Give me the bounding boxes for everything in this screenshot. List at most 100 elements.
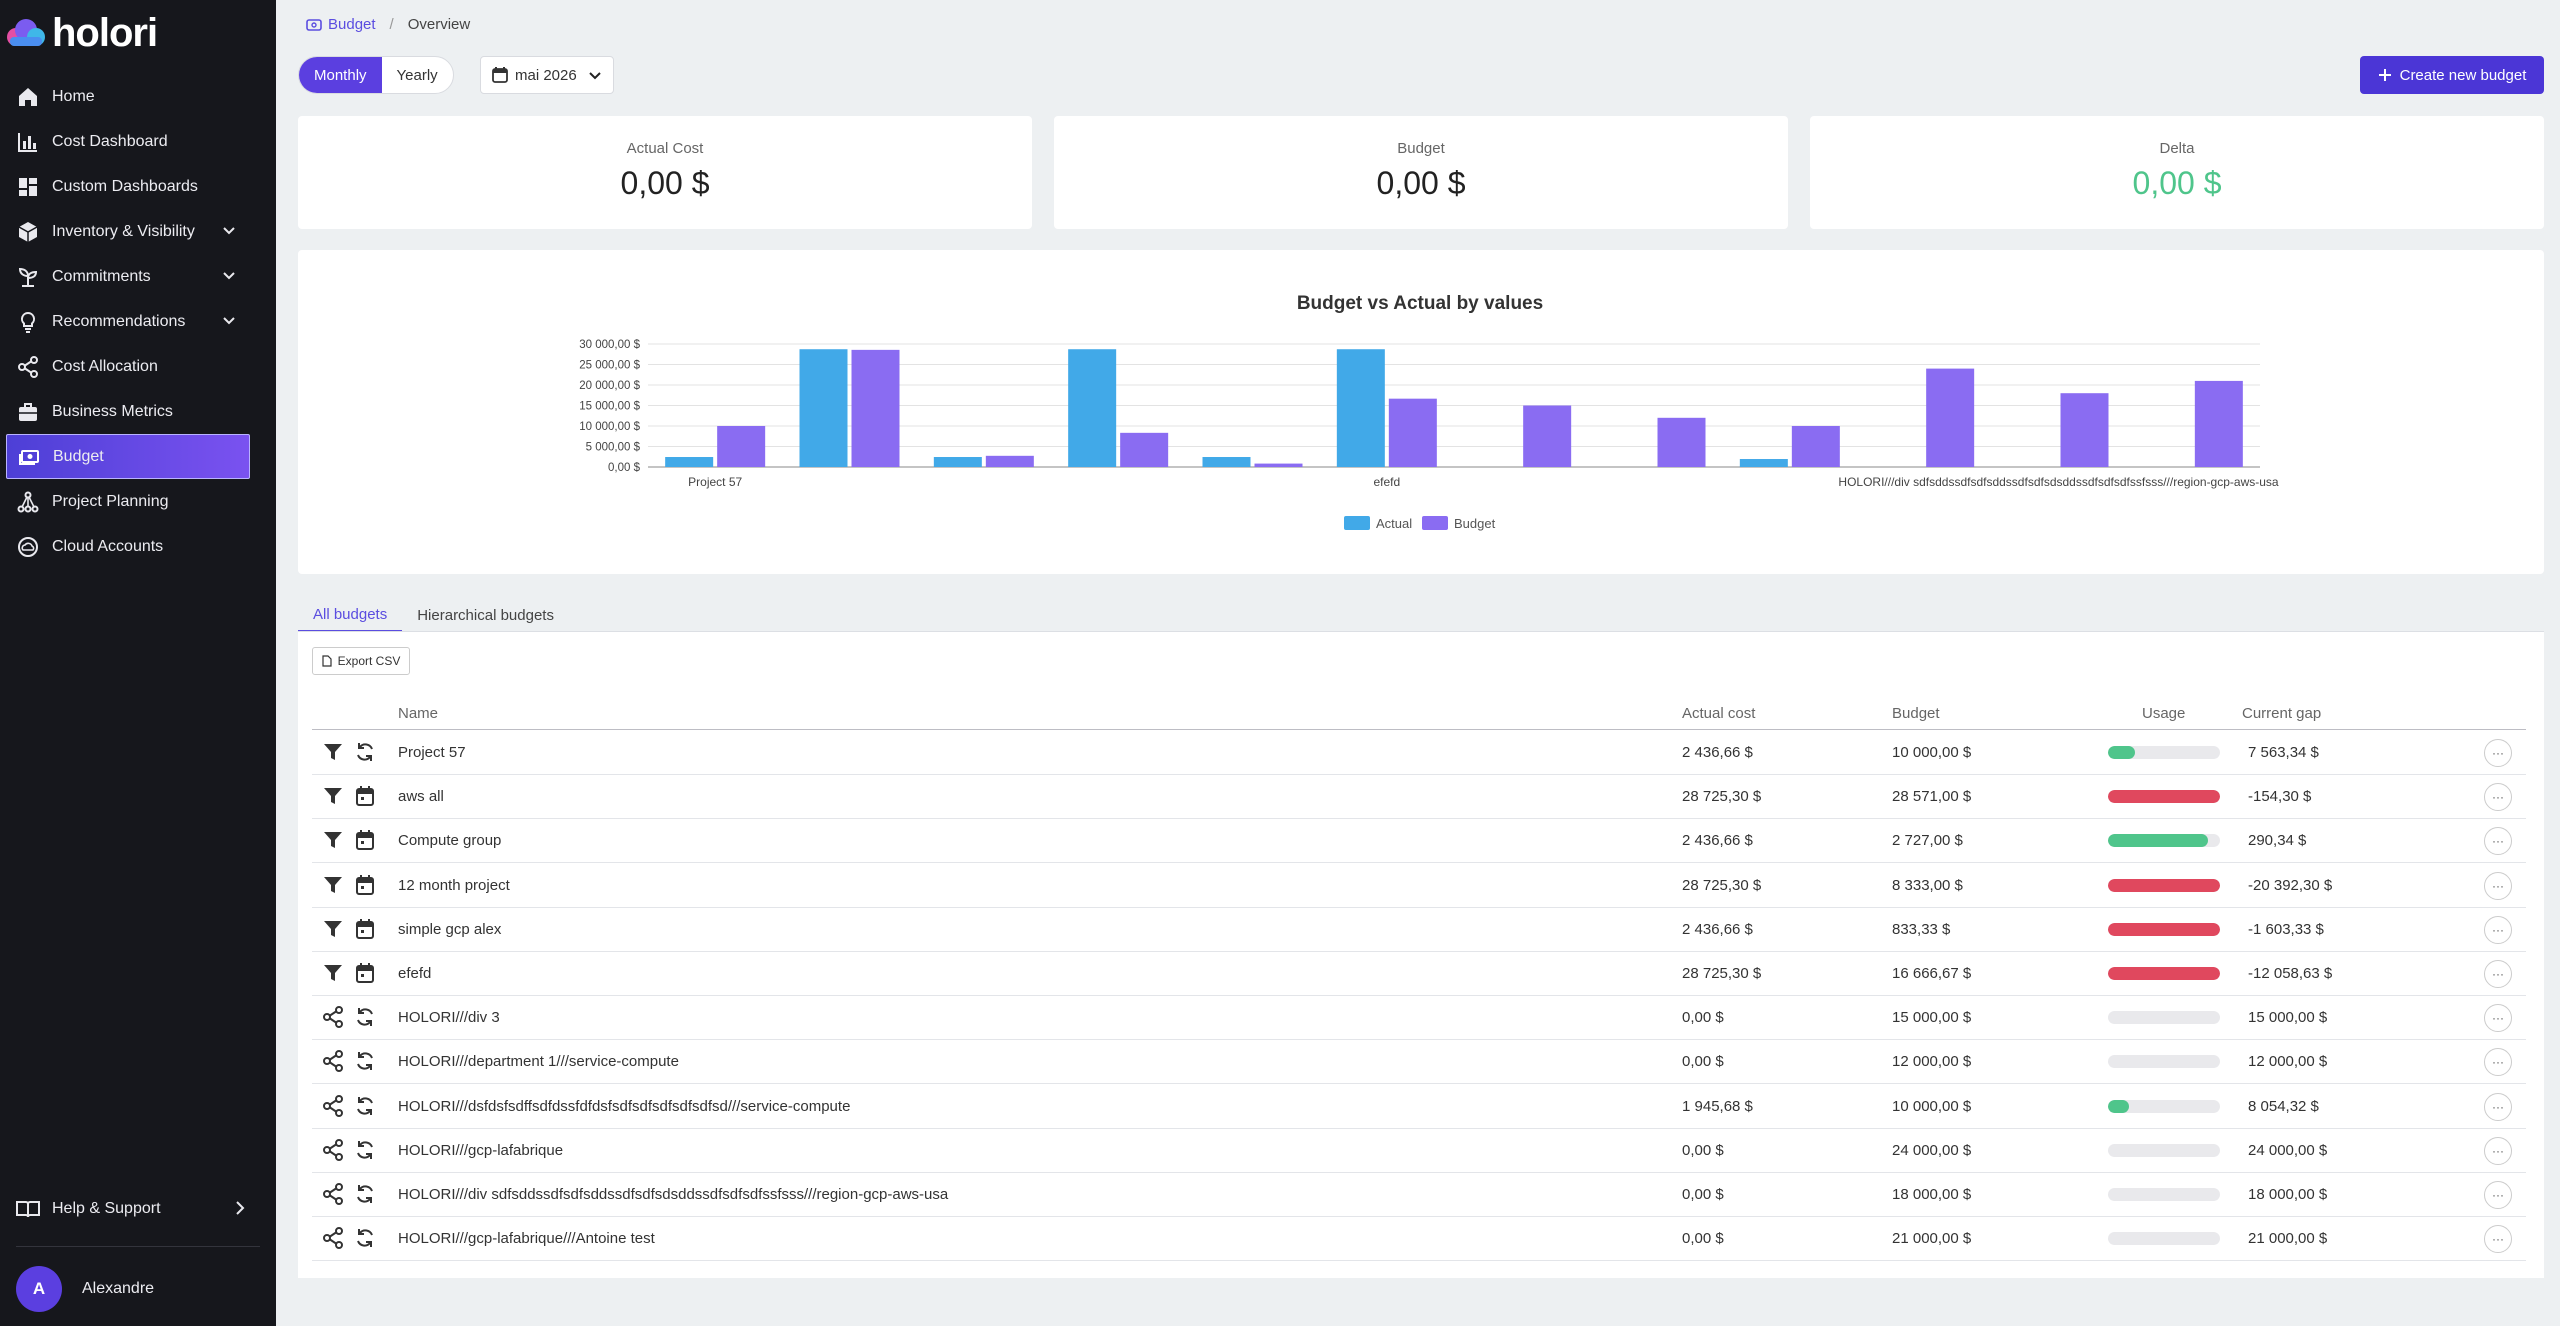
usage-bar-fill: [2108, 746, 2135, 759]
bar-budget: [1926, 368, 1975, 467]
sidebar-item-commitments[interactable]: Commitments: [6, 254, 250, 299]
sidebar-item-label: Business Metrics: [52, 402, 173, 420]
budget-value: 0,00 $: [1376, 165, 1466, 201]
x-tick-label: efefd: [1373, 475, 1400, 489]
row-more-button[interactable]: ···: [2484, 871, 2512, 900]
refresh-icon[interactable]: [354, 1006, 376, 1028]
header-usage[interactable]: Usage: [2142, 705, 2186, 722]
calendar-icon[interactable]: [354, 962, 376, 984]
filter-icon[interactable]: [322, 918, 344, 940]
sidebar-item-custom-dashboards[interactable]: Custom Dashboards: [6, 164, 250, 209]
filter-icon[interactable]: [322, 962, 344, 984]
row-more-button[interactable]: ···: [2484, 1136, 2512, 1165]
share-icon[interactable]: [322, 1094, 344, 1117]
sidebar-item-business-metrics[interactable]: Business Metrics: [6, 389, 250, 434]
sidebar-item-budget[interactable]: Budget: [6, 434, 250, 479]
refresh-icon[interactable]: [354, 1139, 376, 1161]
row-budget: 10 000,00 $: [1892, 1097, 1972, 1115]
y-tick-label: 5 000,00 $: [586, 442, 641, 454]
row-more-button[interactable]: ···: [2484, 1181, 2512, 1209]
month-picker[interactable]: mai 2026: [480, 56, 614, 94]
refresh-icon[interactable]: [354, 741, 376, 763]
breadcrumb-budget-link[interactable]: Budget: [306, 16, 376, 33]
tab-hierarchical-budgets[interactable]: Hierarchical budgets: [417, 606, 554, 624]
share-icon[interactable]: [322, 1050, 344, 1073]
sidebar-item-inventory-visibility[interactable]: Inventory & Visibility: [6, 209, 250, 254]
y-tick-label: 0,00 $: [608, 462, 641, 474]
header-actual-cost[interactable]: Actual cost: [1682, 705, 1756, 722]
row-more-button[interactable]: ···: [2484, 827, 2512, 856]
table-row[interactable]: efefd 28 725,30 $ 16 666,67 $ -12 058,63 $ ·…: [312, 952, 2526, 996]
row-more-button[interactable]: ···: [2484, 783, 2512, 812]
table-row[interactable]: HOLORI///div 3 0,00 $ 15 000,00 $ 15 000,00…: [312, 996, 2526, 1041]
filter-icon[interactable]: [322, 829, 344, 851]
refresh-icon[interactable]: [354, 1095, 376, 1117]
table-row[interactable]: simple gcp alex 2 436,66 $ 833,33 $ -1 603,…: [312, 908, 2526, 952]
calendar-icon[interactable]: [354, 874, 376, 896]
sidebar-item-project-planning[interactable]: Project Planning: [6, 479, 250, 524]
sidebar: holori Home Cost Dashboard Custom Dashboar…: [0, 0, 276, 1326]
table-row[interactable]: HOLORI///gcp-lafabrique///Antoine test 0,…: [312, 1217, 2526, 1262]
sidebar-item-cost-dashboard[interactable]: Cost Dashboard: [6, 119, 250, 164]
table-row[interactable]: Compute group 2 436,66 $ 2 727,00 $ 290,34 …: [312, 819, 2526, 864]
header-current-gap[interactable]: Current gap: [2242, 705, 2322, 722]
row-name: HOLORI///div 3: [398, 1009, 500, 1027]
table-row[interactable]: HOLORI///div sdfsddssdfsdfsddssdfsdfsdsd…: [312, 1173, 2526, 1217]
calendar-icon[interactable]: [354, 829, 376, 851]
row-budget: 2 727,00 $: [1892, 832, 1963, 850]
row-more-button[interactable]: ···: [2484, 739, 2512, 767]
row-budget: 12 000,00 $: [1892, 1053, 1972, 1071]
export-csv-button[interactable]: Export CSV: [312, 647, 410, 675]
share-icon[interactable]: [322, 1227, 344, 1250]
table-row[interactable]: Project 57 2 436,66 $ 10 000,00 $ 7 563,34 …: [312, 731, 2526, 775]
table-row[interactable]: HOLORI///dsfdsfsdffsdfdssfdfdsfsdfsdfsdf…: [312, 1085, 2526, 1129]
refresh-icon[interactable]: [354, 1183, 376, 1205]
header-name[interactable]: Name: [398, 705, 439, 722]
sidebar-item-recommendations[interactable]: Recommendations: [6, 299, 250, 344]
avatar: A: [16, 1266, 62, 1312]
calendar-icon[interactable]: [354, 785, 376, 807]
yearly-toggle-button[interactable]: Yearly: [396, 66, 438, 84]
filter-icon[interactable]: [322, 874, 344, 896]
refresh-icon[interactable]: [354, 1227, 376, 1249]
share-icon[interactable]: [322, 1183, 344, 1205]
sidebar-item-cost-allocation[interactable]: Cost Allocation: [6, 344, 250, 389]
row-more-button[interactable]: ···: [2484, 960, 2512, 988]
row-actual-cost: 0,00 $: [1682, 1141, 1724, 1159]
row-more-button[interactable]: ···: [2484, 1004, 2512, 1033]
sidebar-item-cloud-accounts[interactable]: Cloud Accounts: [6, 524, 250, 569]
row-budget: 10 000,00 $: [1892, 744, 1972, 761]
sidebar-item-label: Project Planning: [52, 492, 169, 510]
share-icon[interactable]: [322, 1006, 344, 1029]
tab-all-budgets[interactable]: All budgets: [298, 598, 403, 632]
filter-icon[interactable]: [322, 741, 344, 763]
briefcase-icon: [16, 400, 40, 424]
row-more-button[interactable]: ···: [2484, 1092, 2512, 1121]
table-row[interactable]: aws all 28 725,30 $ 28 571,00 $ -154,30 $ ··…: [312, 775, 2526, 820]
usage-bar-fill: [2108, 790, 2220, 804]
app-logo[interactable]: holori: [4, 10, 158, 56]
sidebar-divider: [16, 1246, 260, 1247]
bar-chart-icon: [16, 130, 40, 154]
user-profile[interactable]: A Alexandre: [16, 1266, 154, 1312]
budget-label: Budget: [1397, 140, 1445, 157]
calendar-icon[interactable]: [354, 918, 376, 940]
header-budget[interactable]: Budget: [1892, 705, 1940, 722]
table-row[interactable]: 12 month project 28 725,30 $ 8 333,00 $ -20…: [312, 864, 2526, 908]
help-support-item[interactable]: Help & Support: [6, 1186, 250, 1231]
create-budget-button[interactable]: Create new budget: [2360, 56, 2544, 94]
row-more-button[interactable]: ···: [2484, 1048, 2512, 1077]
row-more-button[interactable]: ···: [2484, 1225, 2512, 1254]
refresh-icon[interactable]: [354, 1050, 376, 1072]
share-icon[interactable]: [322, 1138, 344, 1161]
y-tick-label: 15 000,00 $: [579, 401, 640, 413]
monthly-toggle-button[interactable]: Monthly: [299, 57, 382, 93]
table-row[interactable]: HOLORI///gcp-lafabrique 0,00 $ 24 000,00 $…: [312, 1129, 2526, 1173]
row-name: HOLORI///div sdfsddssdfsdfsddssdfsdfsdsd…: [398, 1186, 949, 1203]
sidebar-item-home[interactable]: Home: [6, 74, 250, 119]
filter-icon[interactable]: [322, 785, 344, 807]
row-current-gap: 15 000,00 $: [2248, 1009, 2328, 1027]
delta-card: Delta 0,00 $: [1810, 116, 2544, 229]
row-more-button[interactable]: ···: [2484, 915, 2512, 944]
table-row[interactable]: HOLORI///department 1///service-compute 0…: [312, 1040, 2526, 1085]
